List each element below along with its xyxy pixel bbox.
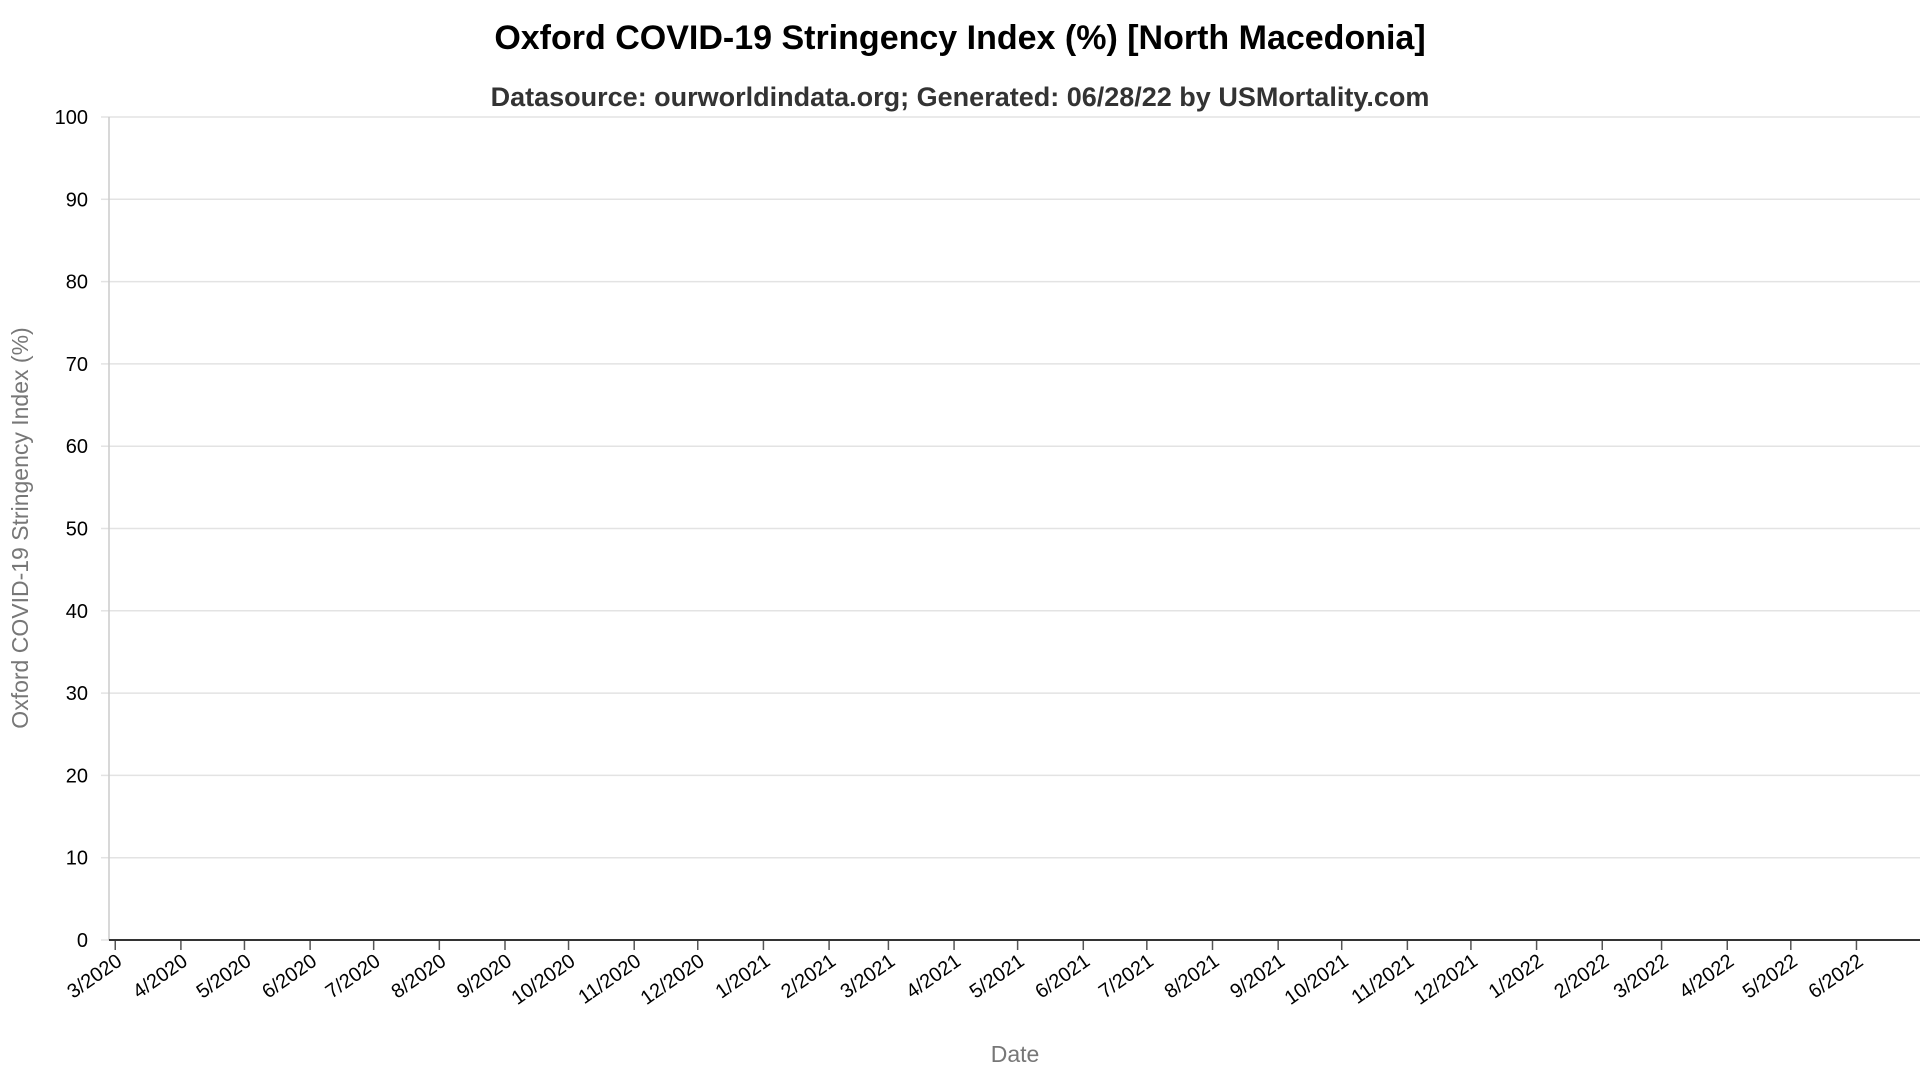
y-tick-label: 100 — [55, 107, 88, 129]
x-tick-label: 2/2021 — [777, 950, 840, 1003]
x-tick-label: 3/2020 — [63, 950, 126, 1003]
y-tick-label: 20 — [66, 765, 88, 787]
y-tick-label: 60 — [66, 436, 88, 458]
x-tick-label: 1/2021 — [712, 950, 775, 1003]
x-tick-label: 1/2022 — [1485, 950, 1548, 1003]
y-tick-label: 0 — [77, 930, 88, 952]
x-tick-label: 5/2022 — [1739, 950, 1802, 1003]
y-axis-title: Oxford COVID-19 Stringency Index (%) — [7, 327, 33, 728]
y-tick-label: 10 — [66, 848, 88, 870]
x-tick-label: 8/2020 — [387, 950, 450, 1003]
x-tick-label: 11/2021 — [1348, 950, 1419, 1009]
y-tick-labels: 0 10 20 30 40 50 60 70 80 90 100 — [55, 107, 88, 952]
x-tick-label: 6/2020 — [258, 950, 321, 1003]
chart-title: Oxford COVID-19 Stringency Index (%) [No… — [494, 19, 1425, 57]
y-tick-label: 30 — [66, 683, 88, 705]
x-tick-label: 11/2020 — [574, 950, 645, 1009]
x-tick-label: 8/2021 — [1161, 950, 1224, 1003]
x-tick-label: 7/2021 — [1095, 950, 1158, 1003]
x-axis-ticks: 3/2020 4/2020 5/2020 6/2020 7/2020 8/2020 9/20… — [63, 940, 1867, 1010]
x-tick-label: 4/2020 — [129, 950, 192, 1003]
x-axis-title: Date — [991, 1041, 1040, 1067]
x-tick-label: 9/2020 — [453, 950, 516, 1003]
y-tick-label: 70 — [66, 354, 88, 376]
chart-subtitle: Datasource: ourworldindata.org; Generate… — [491, 82, 1430, 112]
x-tick-label: 10/2021 — [1281, 950, 1353, 1009]
x-tick-label: 5/2021 — [966, 950, 1029, 1003]
y-tick-label: 50 — [66, 519, 88, 541]
x-tick-label: 12/2021 — [1410, 950, 1482, 1009]
y-gridlines — [101, 116, 1920, 941]
x-tick-label: 6/2021 — [1031, 950, 1094, 1003]
y-tick-label: 40 — [66, 601, 88, 623]
x-tick-label: 4/2021 — [902, 950, 965, 1003]
x-tick-label: 7/2020 — [322, 950, 385, 1003]
y-tick-label: 80 — [66, 272, 88, 294]
x-tick-label: 10/2020 — [508, 950, 580, 1009]
x-tick-label: 2/2022 — [1550, 950, 1613, 1003]
y-tick-label: 90 — [66, 189, 88, 211]
x-tick-label: 9/2021 — [1226, 950, 1289, 1003]
x-tick-label: 3/2021 — [837, 950, 900, 1003]
x-tick-label: 6/2022 — [1805, 950, 1868, 1003]
x-tick-label: 5/2020 — [193, 950, 256, 1003]
x-tick-label: 3/2022 — [1610, 950, 1673, 1003]
x-tick-label: 4/2022 — [1675, 950, 1738, 1003]
x-tick-label: 12/2020 — [637, 950, 709, 1009]
